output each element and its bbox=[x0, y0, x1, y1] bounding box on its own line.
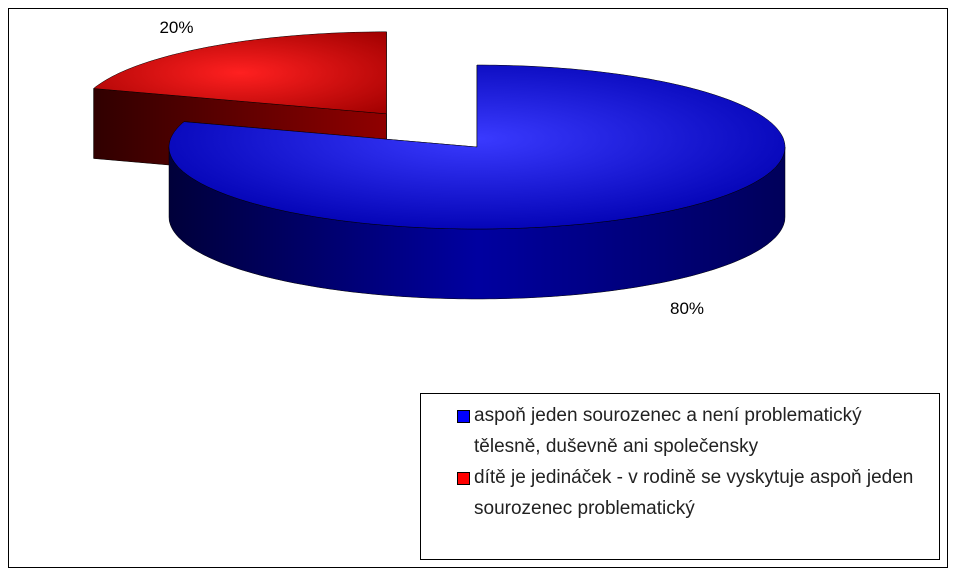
pie-slice bbox=[168, 64, 786, 300]
chart-border bbox=[8, 8, 948, 568]
legend-item: aspoň jeden sourozenec a není problemati… bbox=[429, 400, 931, 462]
data-label: 20% bbox=[159, 18, 193, 37]
slice-top bbox=[168, 64, 786, 230]
legend-swatch bbox=[457, 410, 470, 423]
slice-top bbox=[92, 31, 387, 115]
data-label: 80% bbox=[670, 299, 704, 318]
legend-item: dítě je jedináček - v rodině se vyskytuj… bbox=[429, 462, 931, 524]
legend-label: dítě je jedináček - v rodině se vyskytuj… bbox=[474, 467, 914, 519]
legend-label: aspoň jeden sourozenec a není problemati… bbox=[474, 405, 862, 457]
legend-swatch bbox=[457, 472, 470, 485]
legend: aspoň jeden sourozenec a není problemati… bbox=[420, 393, 940, 560]
